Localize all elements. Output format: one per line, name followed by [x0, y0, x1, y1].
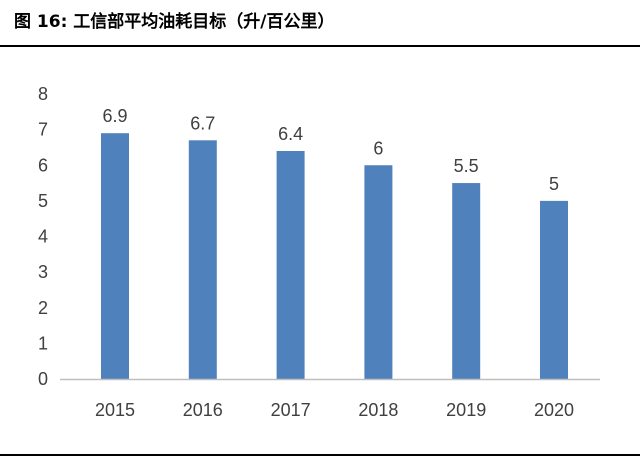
x-tick-label: 2019	[446, 400, 486, 420]
data-label: 6.7	[190, 113, 215, 133]
bars	[101, 133, 568, 379]
bar-2018	[364, 165, 393, 379]
y-tick-label: 7	[38, 120, 48, 140]
x-axis-ticks: 2015 2016 2017 2018 2019 2020	[95, 400, 574, 420]
y-tick-label: 3	[38, 262, 48, 282]
x-tick-label: 2016	[183, 400, 223, 420]
x-tick-label: 2017	[271, 400, 311, 420]
bar-2020	[540, 200, 568, 379]
y-tick-label: 4	[38, 227, 48, 247]
data-label: 6	[373, 138, 383, 158]
x-tick-label: 2015	[95, 400, 135, 420]
x-tick-label: 2018	[358, 400, 398, 420]
data-label: 5.5	[454, 156, 479, 176]
data-labels: 6.9 6.7 6.4 6 5.5 5	[102, 106, 559, 194]
y-tick-label: 1	[38, 333, 48, 353]
y-tick-label: 8	[38, 84, 48, 104]
data-label: 6.9	[102, 106, 127, 126]
bottom-rule	[0, 454, 640, 456]
y-axis-ticks: 0 1 2 3 4 5 6 7 8	[38, 84, 48, 389]
data-label: 6.4	[278, 124, 303, 144]
top-rule	[0, 45, 640, 47]
data-label: 5	[549, 174, 559, 194]
bar-2019	[452, 183, 481, 379]
x-tick-label: 2020	[534, 400, 574, 420]
bar-2017	[276, 151, 305, 379]
figure-title: 图 16: 工信部平均油耗目标（升/百公里）	[14, 12, 335, 32]
bar-2015	[101, 133, 129, 379]
y-tick-label: 2	[38, 298, 48, 318]
y-tick-label: 6	[38, 155, 48, 175]
y-tick-label: 0	[38, 369, 48, 389]
y-tick-label: 5	[38, 191, 48, 211]
bar-2016	[188, 140, 217, 379]
